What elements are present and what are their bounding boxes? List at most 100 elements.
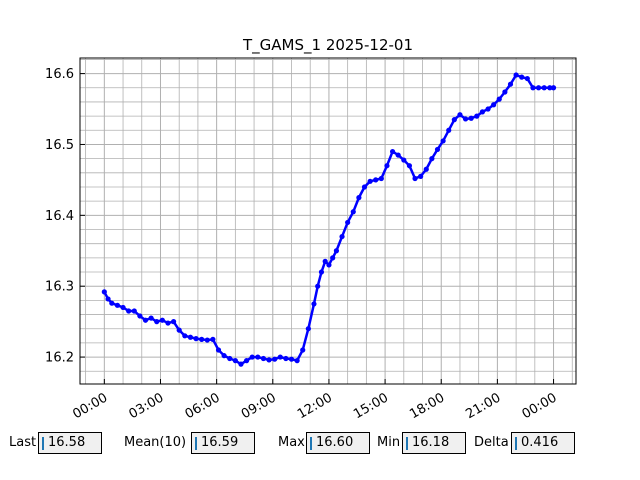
data-point xyxy=(326,262,332,268)
data-point xyxy=(142,317,149,323)
stat-field-mean[interactable]: 16.59 xyxy=(191,432,255,454)
x-tick-label: 18:00 xyxy=(407,390,447,422)
data-point xyxy=(260,355,267,362)
data-point xyxy=(105,296,111,302)
data-point xyxy=(462,116,469,122)
data-point xyxy=(154,319,160,325)
x-tick-label: 09:00 xyxy=(239,390,279,422)
data-point xyxy=(272,356,278,362)
x-tick-label: 06:00 xyxy=(183,390,223,422)
data-point xyxy=(210,336,216,342)
data-point xyxy=(485,106,491,112)
stat-field-min[interactable]: 16.18 xyxy=(402,432,466,454)
stat-label-last: Last xyxy=(9,435,37,450)
data-point xyxy=(412,175,418,182)
data-point xyxy=(384,163,390,169)
data-point xyxy=(288,356,295,362)
stat-label-min: Min xyxy=(377,435,401,450)
text-cursor xyxy=(310,437,312,450)
stat-field-delta[interactable]: 0.416 xyxy=(511,432,575,454)
data-point xyxy=(176,327,182,333)
data-point xyxy=(131,308,137,314)
stat-value-max: 16.60 xyxy=(316,435,354,450)
data-point xyxy=(339,233,345,240)
data-point xyxy=(255,354,261,360)
x-tick-label: 15:00 xyxy=(351,390,391,422)
data-point xyxy=(137,313,143,319)
text-cursor xyxy=(42,437,44,450)
data-point xyxy=(120,304,126,311)
series-layer xyxy=(101,72,557,367)
data-point xyxy=(367,178,373,184)
data-point xyxy=(550,85,557,91)
stat-field-max[interactable]: 16.60 xyxy=(306,432,370,454)
data-point xyxy=(345,219,351,226)
data-point xyxy=(507,81,514,87)
x-tick-label: 21:00 xyxy=(463,390,503,422)
data-point xyxy=(221,353,227,359)
text-cursor xyxy=(406,437,408,450)
data-point xyxy=(513,72,519,78)
data-point xyxy=(318,269,325,275)
x-tick-label: 12:00 xyxy=(295,390,335,422)
data-point xyxy=(114,302,121,308)
data-point xyxy=(502,89,508,95)
y-tick-label: 16.4 xyxy=(45,209,74,224)
data-point xyxy=(479,109,486,115)
data-point xyxy=(451,117,457,123)
chart: 00:00 03:00 06:00 09:00 12:00 15:00 18:00 21:00… xyxy=(45,36,577,422)
data-point xyxy=(204,337,210,343)
data-point xyxy=(305,326,311,332)
data-point xyxy=(378,175,384,182)
plot-background xyxy=(80,58,576,384)
data-point xyxy=(227,355,233,362)
data-point xyxy=(330,255,336,261)
data-point xyxy=(187,334,194,340)
data-point xyxy=(215,347,222,353)
data-point xyxy=(165,320,171,326)
data-point xyxy=(283,355,289,362)
data-point xyxy=(109,300,115,306)
data-point xyxy=(277,354,283,360)
y-tick-label: 16.6 xyxy=(45,67,74,82)
data-point xyxy=(126,308,132,314)
data-point xyxy=(182,333,188,339)
data-point xyxy=(446,127,452,133)
data-point xyxy=(418,173,424,179)
y-tick-label: 16.2 xyxy=(45,351,74,366)
data-point xyxy=(311,301,317,307)
data-point xyxy=(101,289,107,295)
data-point xyxy=(232,358,238,364)
text-cursor xyxy=(195,437,197,450)
data-point xyxy=(148,315,154,321)
data-point xyxy=(491,102,497,108)
data-point xyxy=(524,75,530,82)
data-point xyxy=(266,357,272,363)
data-point xyxy=(468,115,474,121)
data-point xyxy=(238,361,244,367)
data-point xyxy=(440,138,446,144)
data-point xyxy=(361,184,368,190)
data-point xyxy=(350,209,356,215)
x-tick-label: 03:00 xyxy=(127,390,167,422)
data-point xyxy=(300,347,306,353)
data-point xyxy=(519,74,525,80)
stat-field-last[interactable]: 16.58 xyxy=(38,432,102,454)
stats-bar: Last 16.58 Mean(10) 16.59 Max 16.60 Min … xyxy=(0,430,640,460)
data-point xyxy=(429,156,435,162)
data-point xyxy=(193,336,199,342)
data-point xyxy=(170,319,177,325)
x-tick-label: 00:00 xyxy=(520,390,560,422)
x-tick-label: 00:00 xyxy=(70,390,110,422)
data-point xyxy=(541,85,547,91)
data-point xyxy=(395,152,401,158)
data-point xyxy=(535,85,542,91)
chart-title: T_GAMS_1 2025-12-01 xyxy=(242,36,413,55)
grid xyxy=(80,58,576,384)
stat-label-delta: Delta xyxy=(474,435,509,450)
stat-value-delta: 0.416 xyxy=(521,435,559,450)
data-point xyxy=(389,148,396,155)
stat-value-mean: 16.59 xyxy=(201,435,239,450)
stat-value-min: 16.18 xyxy=(412,435,450,450)
plot-frame xyxy=(79,57,577,385)
